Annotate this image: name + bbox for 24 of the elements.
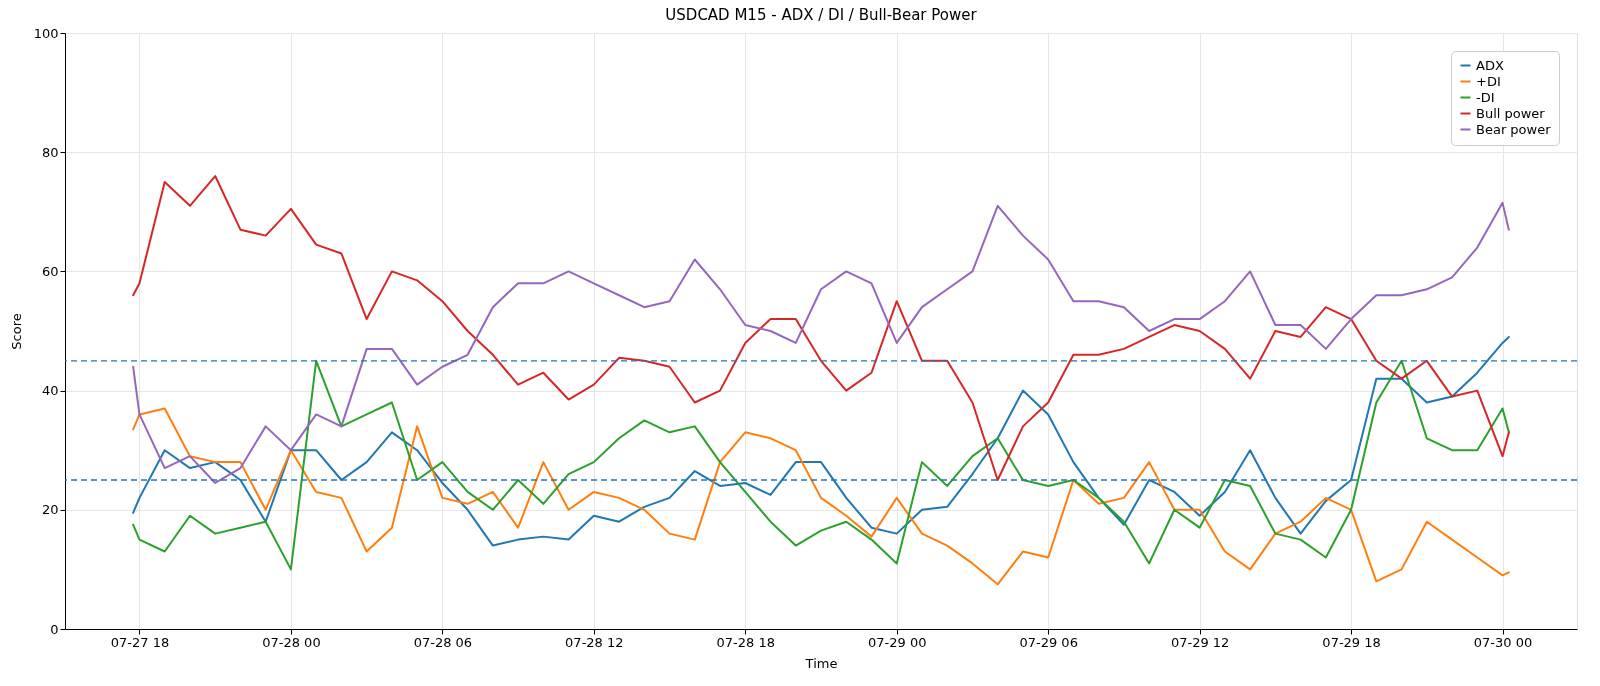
x-tick-label: 07-28 06 [413,634,473,650]
x-tick-label: 07-29 06 [1019,634,1078,650]
y-tick-label: 20 [41,502,59,518]
chart-title: USDCAD M15 - ADX / DI / Bull-Bear Power [665,6,978,24]
x-tick-label: 07-28 12 [565,634,624,650]
x-tick-label: 07-28 00 [262,634,321,650]
x-tick-label: 07-29 18 [1322,634,1381,650]
legend-label: -DI [1476,89,1495,105]
y-tick-label: 0 [50,621,59,637]
x-axis-title: Time [804,655,838,671]
y-tick-label: 60 [41,263,59,279]
legend-label: +DI [1476,73,1501,89]
x-tick-label: 07-29 00 [868,634,927,650]
y-tick-label: 40 [41,383,59,399]
legend-label: Bull power [1476,105,1546,121]
x-tick-label: 07-29 12 [1170,634,1230,650]
y-tick-label: 80 [41,144,59,160]
x-tick-label: 07-28 18 [716,634,775,650]
legend-label: ADX [1476,57,1504,73]
legend-label: Bear power [1476,121,1552,137]
y-axis-title: Score [8,313,24,350]
x-tick-label: 07-27 18 [110,634,170,650]
x-tick-label: 07-30 00 [1473,634,1533,650]
y-tick-label: 100 [33,25,59,41]
